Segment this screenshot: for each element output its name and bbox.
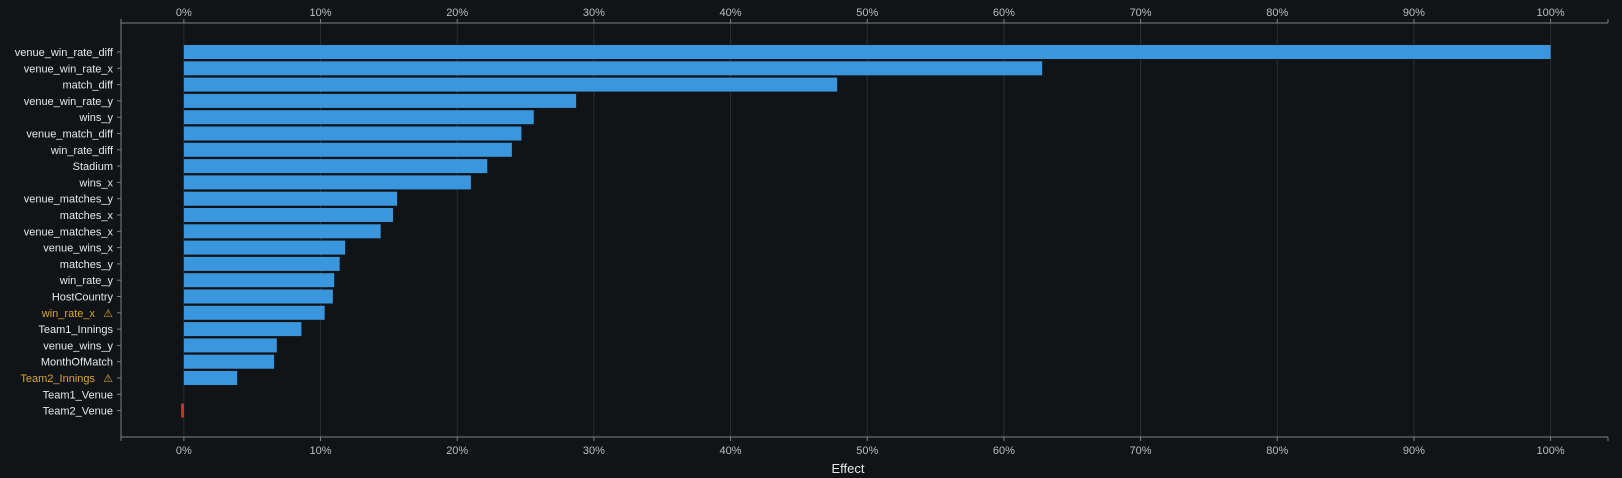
x-axis-title: Effect bbox=[831, 461, 864, 476]
bar bbox=[183, 77, 838, 92]
x-tick-label-bottom: 10% bbox=[310, 445, 332, 457]
bar bbox=[183, 256, 340, 271]
category-labels: venue_win_rate_diff venue_win_rate_xmatch… bbox=[15, 47, 114, 418]
category-label: matches_y bbox=[60, 259, 114, 271]
x-tick-label-bottom: 40% bbox=[720, 445, 742, 457]
bar bbox=[183, 159, 488, 174]
bar bbox=[183, 322, 302, 337]
x-tick-label-top: 10% bbox=[310, 7, 332, 19]
x-tick-label-top: 60% bbox=[993, 7, 1015, 19]
category-label: venue_win_rate_y bbox=[24, 96, 114, 108]
axes: 0% 0% 10% 10% 20% 20% 30% 30% 40% 40% 50% 50% 60% 60%… bbox=[117, 7, 1609, 457]
bar bbox=[183, 224, 381, 239]
bar bbox=[183, 126, 522, 141]
x-tick-label-top: 90% bbox=[1403, 7, 1425, 19]
x-tick-label-bottom: 60% bbox=[993, 445, 1015, 457]
category-label: wins_x bbox=[78, 177, 113, 189]
category-label: Stadium bbox=[73, 161, 113, 173]
x-tick-label-bottom: 100% bbox=[1537, 445, 1565, 457]
x-tick-label-top: 80% bbox=[1266, 7, 1288, 19]
bar bbox=[183, 273, 335, 288]
bar bbox=[183, 354, 275, 369]
x-tick-label-top: 0% bbox=[176, 7, 192, 19]
bar bbox=[183, 93, 577, 108]
warning-icon: ⚠ bbox=[103, 372, 113, 385]
category-label: Team2_Venue bbox=[43, 406, 113, 418]
x-tick-label-top: 30% bbox=[583, 7, 605, 19]
bar bbox=[183, 371, 238, 385]
bar bbox=[183, 61, 1043, 76]
bar bbox=[183, 240, 346, 255]
x-tick-label-bottom: 0% bbox=[176, 445, 192, 457]
bar bbox=[183, 338, 277, 353]
category-label: match_diff bbox=[62, 80, 113, 92]
category-label: venue_match_diff bbox=[26, 129, 114, 141]
bars bbox=[181, 45, 1551, 418]
x-tick-label-top: 50% bbox=[856, 7, 878, 19]
x-tick-label-bottom: 80% bbox=[1266, 445, 1288, 457]
bar bbox=[183, 45, 1551, 59]
category-label: Team1_Venue bbox=[43, 389, 113, 401]
category-label: Team2_Innings bbox=[20, 373, 95, 385]
category-label: venue_win_rate_diff bbox=[15, 47, 114, 59]
x-tick-label-bottom: 70% bbox=[1130, 445, 1152, 457]
gridlines bbox=[183, 23, 1552, 437]
category-label: matches_x bbox=[60, 210, 114, 222]
x-tick-label-top: 70% bbox=[1130, 7, 1152, 19]
warning-icon: ⚠ bbox=[103, 307, 113, 320]
bar bbox=[183, 305, 325, 320]
category-label: venue_matches_x bbox=[24, 226, 114, 238]
bar bbox=[183, 175, 471, 190]
category-label: venue_win_rate_x bbox=[24, 63, 114, 75]
x-tick-label-bottom: 30% bbox=[583, 445, 605, 457]
category-label: HostCountry bbox=[52, 292, 114, 304]
category-label: venue_matches_y bbox=[24, 194, 114, 206]
bar bbox=[183, 191, 398, 206]
bar bbox=[183, 208, 393, 222]
x-tick-label-top: 20% bbox=[446, 7, 468, 19]
category-label: wins_y bbox=[78, 112, 113, 124]
bar bbox=[183, 110, 534, 125]
bar bbox=[183, 142, 512, 157]
category-label: venue_wins_y bbox=[43, 340, 113, 352]
category-label: win_rate_diff bbox=[50, 145, 114, 157]
category-label: MonthOfMatch bbox=[41, 357, 113, 369]
bar bbox=[181, 403, 184, 418]
category-label: venue_wins_x bbox=[43, 243, 113, 255]
x-tick-label-bottom: 90% bbox=[1403, 445, 1425, 457]
x-tick-label-top: 40% bbox=[720, 7, 742, 19]
category-label: Team1_Innings bbox=[38, 324, 113, 336]
x-tick-label-top: 100% bbox=[1537, 7, 1565, 19]
x-tick-label-bottom: 20% bbox=[446, 445, 468, 457]
bar bbox=[183, 289, 333, 304]
x-tick-label-bottom: 50% bbox=[856, 445, 878, 457]
category-label: win_rate_y bbox=[59, 275, 114, 287]
category-label: win_rate_x bbox=[41, 308, 96, 320]
